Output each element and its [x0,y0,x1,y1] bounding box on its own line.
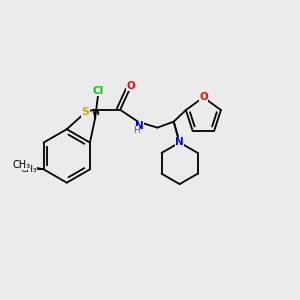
Text: N: N [175,137,184,148]
Text: O: O [199,92,208,102]
Text: H: H [133,126,140,135]
Text: N: N [135,121,144,131]
Text: O: O [126,81,135,91]
Text: CH₃: CH₃ [20,165,37,174]
Text: CH₃: CH₃ [12,160,30,170]
Text: S: S [82,107,90,117]
Text: Cl: Cl [93,86,104,96]
